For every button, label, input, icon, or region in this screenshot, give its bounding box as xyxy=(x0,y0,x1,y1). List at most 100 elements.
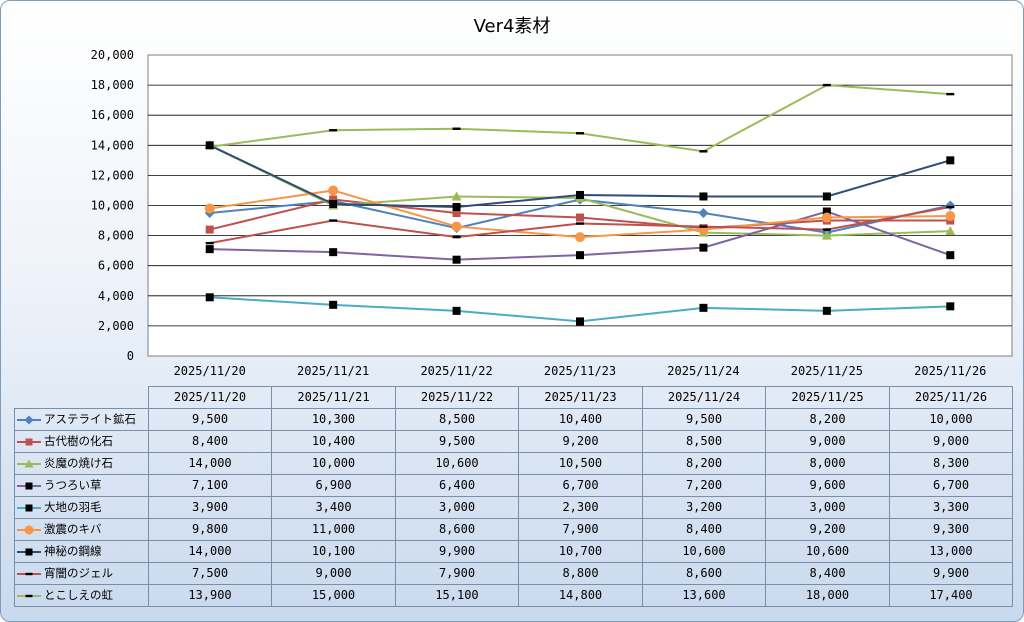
data-point xyxy=(576,251,584,260)
data-point xyxy=(699,225,708,228)
table-cell: 6,400 xyxy=(395,473,519,497)
data-point xyxy=(699,192,708,201)
x-tick-label: 2025/11/26 xyxy=(914,364,986,378)
table-row: うつろい草 7,100 6,900 6,400 6,700 7,200 9,600 6,700 xyxy=(14,473,1013,497)
data-point xyxy=(24,525,34,534)
data-point xyxy=(576,317,584,326)
table-cell: 7,200 xyxy=(642,473,766,497)
table-cell: 13,600 xyxy=(642,583,766,607)
table-cell: 9,000 xyxy=(765,429,890,453)
table-row: 炎魔の焼け石 14,000 10,000 10,600 10,500 8,200 8,000… xyxy=(14,451,1013,475)
table-cell: 8,200 xyxy=(642,451,766,475)
legend-key xyxy=(17,594,41,597)
data-point xyxy=(329,300,338,309)
table-cell: 8,800 xyxy=(518,561,643,585)
table-column-header: 2025/11/24 xyxy=(642,386,766,409)
table-cell: 9,500 xyxy=(395,429,519,453)
table-cell: 9,900 xyxy=(889,561,1013,585)
y-tick-label: 14,000 xyxy=(91,138,134,152)
data-point xyxy=(822,83,831,87)
table-cell: 3,400 xyxy=(271,495,396,519)
table-cell: 8,300 xyxy=(889,451,1013,475)
data-point xyxy=(25,594,33,597)
data-point xyxy=(451,221,462,232)
data-point xyxy=(698,208,709,219)
table-cell: 8,600 xyxy=(642,561,766,585)
table-column-header: 2025/11/26 xyxy=(889,386,1013,409)
table-cell: 3,000 xyxy=(395,495,519,519)
table-cell: 8,200 xyxy=(765,407,890,431)
y-tick-label: 10,000 xyxy=(91,199,134,213)
table-cell: 15,100 xyxy=(395,583,519,607)
table-cell: 8,400 xyxy=(642,517,766,541)
table-cell: 10,600 xyxy=(642,539,766,563)
data-point xyxy=(822,192,831,201)
data-point xyxy=(205,245,214,254)
data-point xyxy=(946,205,955,209)
data-point xyxy=(945,211,956,222)
series-7 xyxy=(205,141,955,212)
table-row: アステライト鉱石 9,500 10,300 8,500 10,400 9,500 8,200… xyxy=(14,407,1013,431)
table-cell: 9,200 xyxy=(765,517,890,541)
legend-key xyxy=(17,572,41,575)
data-point xyxy=(329,195,338,204)
x-tick-label: 2025/11/22 xyxy=(420,364,492,378)
series-4 xyxy=(205,207,955,264)
table-cell: 14,000 xyxy=(148,539,272,563)
table-cell: 6,700 xyxy=(518,473,643,497)
table-cell: 10,100 xyxy=(271,539,396,563)
series-name: 激震のキバ xyxy=(14,517,149,541)
data-point xyxy=(25,438,33,445)
table-column-header: 2025/11/21 xyxy=(271,386,396,409)
table-cell: 9,500 xyxy=(642,407,766,431)
data-point xyxy=(452,127,461,130)
y-tick-label: 16,000 xyxy=(91,108,134,122)
data-point xyxy=(452,203,461,212)
table-row: とこしえの虹 13,900 15,000 15,100 14,800 13,600 18,0… xyxy=(14,583,1013,607)
table-cell: 14,000 xyxy=(148,451,272,475)
table-cell: 10,400 xyxy=(271,429,396,453)
table-cell: 8,400 xyxy=(148,429,272,453)
table-cell: 3,200 xyxy=(642,495,766,519)
data-point xyxy=(822,306,831,315)
data-point xyxy=(452,306,461,315)
table-cell: 17,400 xyxy=(889,583,1013,607)
table-cell: 14,800 xyxy=(518,583,643,607)
table-cell: 10,600 xyxy=(395,451,519,475)
table-cell: 8,400 xyxy=(765,561,890,585)
table-cell: 10,700 xyxy=(518,539,643,563)
legend-key xyxy=(17,525,41,534)
data-point xyxy=(451,191,462,201)
series-6 xyxy=(204,185,956,243)
series-name: 大地の羽毛 xyxy=(14,495,149,519)
data-point xyxy=(699,150,708,153)
table-cell: 15,000 xyxy=(271,583,396,607)
series-5 xyxy=(205,293,955,326)
data-point xyxy=(699,243,708,252)
table-cell: 8,000 xyxy=(765,451,890,475)
legend-key xyxy=(17,504,41,511)
table-cell: 3,000 xyxy=(765,495,890,519)
table-cell: 2,300 xyxy=(518,495,643,519)
data-point xyxy=(205,293,214,302)
x-tick-label: 2025/11/23 xyxy=(544,364,616,378)
data-point xyxy=(699,303,708,312)
legend-key xyxy=(17,438,41,445)
table-cell: 7,900 xyxy=(518,517,643,541)
data-point xyxy=(205,241,214,245)
table-row: 大地の羽毛 3,900 3,400 3,000 2,300 3,200 3,000 3,300 xyxy=(14,495,1013,519)
legend-key xyxy=(17,482,41,489)
table-cell: 18,000 xyxy=(765,583,890,607)
y-tick-label: 20,000 xyxy=(91,48,134,62)
table-cell: 10,500 xyxy=(518,451,643,475)
legend-key xyxy=(17,415,41,424)
chart-title: Ver4素材 xyxy=(474,16,551,37)
series-9 xyxy=(205,83,955,153)
data-point xyxy=(329,129,338,132)
table-cell: 9,900 xyxy=(395,539,519,563)
x-tick-label: 2025/11/24 xyxy=(667,364,739,378)
table-cell: 7,100 xyxy=(148,473,272,497)
data-point xyxy=(329,199,338,208)
data-point xyxy=(946,251,955,260)
